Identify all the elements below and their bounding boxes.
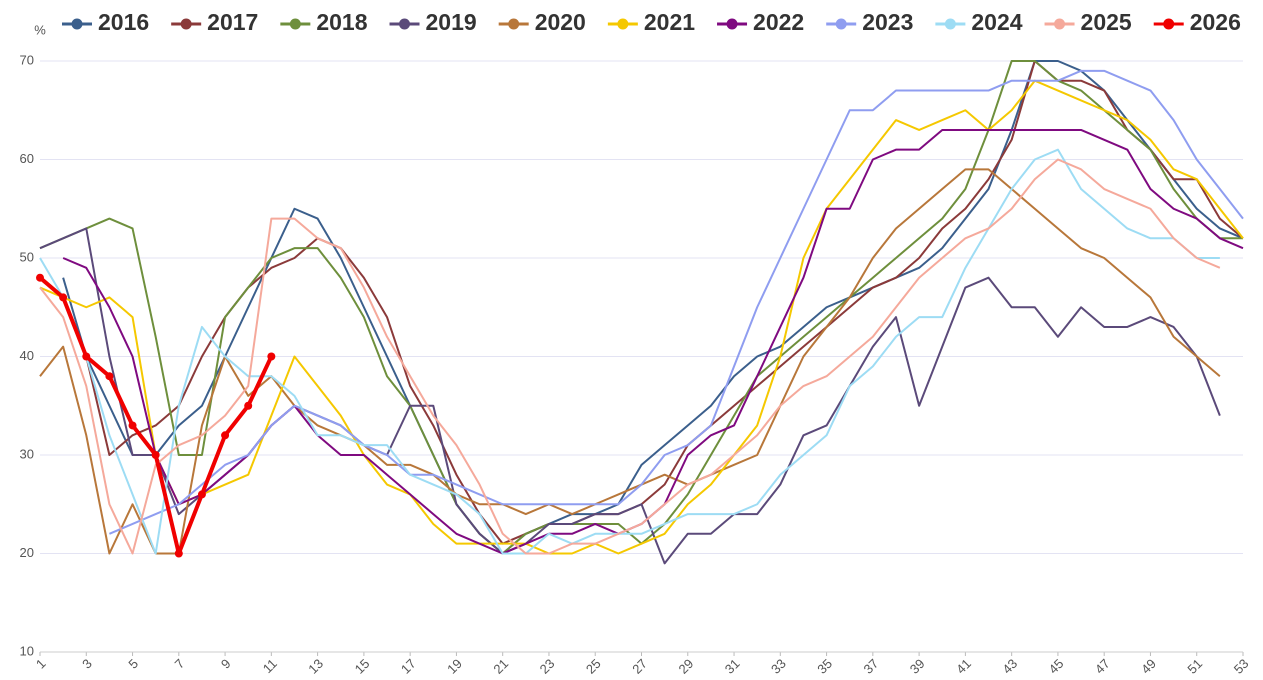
legend-label: 2023 bbox=[862, 9, 913, 35]
x-tick-label: 11 bbox=[260, 656, 280, 676]
point bbox=[105, 372, 114, 381]
legend-label: 2019 bbox=[426, 9, 477, 35]
series-line bbox=[39, 158, 1221, 555]
legend-label: 2022 bbox=[753, 9, 804, 35]
series-line bbox=[39, 227, 1221, 565]
y-tick-label: 20 bbox=[20, 545, 34, 560]
x-tick-label: 9 bbox=[218, 656, 234, 672]
x-tick-label: 31 bbox=[722, 656, 743, 677]
legend-marker bbox=[726, 18, 738, 30]
y-tick-label: 30 bbox=[20, 446, 34, 461]
point bbox=[82, 352, 91, 361]
x-tick-label: 47 bbox=[1092, 656, 1113, 677]
x-tick-label: 23 bbox=[537, 656, 558, 677]
point bbox=[267, 352, 276, 361]
legend-label: 2025 bbox=[1081, 9, 1132, 35]
legend-marker bbox=[71, 18, 83, 30]
point bbox=[59, 293, 68, 302]
point bbox=[197, 490, 206, 499]
x-tick-label: 51 bbox=[1184, 656, 1205, 677]
y-tick-label: 40 bbox=[20, 348, 34, 363]
series-line bbox=[39, 79, 1244, 555]
legend-marker bbox=[289, 18, 301, 30]
x-tick-label: 5 bbox=[125, 656, 141, 672]
point bbox=[151, 451, 160, 459]
y-unit: % bbox=[34, 22, 46, 37]
series-line bbox=[39, 168, 1221, 555]
legend-marker bbox=[508, 18, 520, 30]
point bbox=[128, 421, 137, 430]
legend-label: 2017 bbox=[207, 9, 258, 35]
point bbox=[36, 273, 44, 282]
x-tick-label: 45 bbox=[1046, 656, 1067, 677]
series-line bbox=[62, 128, 1244, 555]
legend-marker bbox=[1054, 18, 1066, 30]
y-tick-label: 50 bbox=[20, 249, 34, 264]
point bbox=[244, 401, 253, 410]
y-tick-label: 70 bbox=[20, 52, 34, 67]
legend-label: 2024 bbox=[971, 9, 1022, 35]
x-tick-label: 53 bbox=[1231, 656, 1252, 677]
x-tick-label: 1 bbox=[33, 656, 49, 672]
series-line bbox=[39, 148, 1220, 555]
legend-marker bbox=[617, 18, 629, 30]
x-tick-label: 37 bbox=[861, 656, 882, 677]
x-tick-label: 7 bbox=[172, 656, 188, 672]
legend-label: 2021 bbox=[644, 9, 695, 35]
legend-marker bbox=[944, 18, 956, 30]
series-line bbox=[62, 60, 1244, 555]
legend-label: 2020 bbox=[535, 9, 586, 35]
y-tick-label: 60 bbox=[20, 151, 34, 166]
point bbox=[221, 431, 230, 440]
legend-label: 2016 bbox=[98, 9, 149, 35]
x-tick-label: 49 bbox=[1138, 656, 1159, 677]
x-tick-label: 19 bbox=[444, 656, 465, 677]
x-tick-label: 29 bbox=[675, 656, 696, 677]
legend-marker bbox=[180, 18, 192, 30]
lines bbox=[36, 60, 1244, 565]
x-tick-label: 41 bbox=[953, 656, 974, 677]
x-tick-label: 39 bbox=[907, 656, 928, 677]
legend-label: 2026 bbox=[1190, 9, 1241, 35]
x-tick-label: 21 bbox=[490, 656, 511, 677]
legend-marker bbox=[399, 18, 411, 30]
x-tick-label: 3 bbox=[79, 656, 95, 672]
x-tick-label: 15 bbox=[352, 656, 373, 677]
x-tick-label: 17 bbox=[398, 656, 419, 677]
x-tick-label: 33 bbox=[768, 656, 789, 677]
x-tick-label: 27 bbox=[629, 656, 650, 677]
legend-marker bbox=[835, 18, 847, 30]
x-tick-label: 35 bbox=[814, 656, 835, 677]
legend-label: 2018 bbox=[316, 9, 367, 35]
series-line bbox=[109, 69, 1244, 535]
x-tick-label: 13 bbox=[305, 656, 326, 677]
x-tick-label: 43 bbox=[999, 656, 1020, 677]
legend-marker bbox=[1163, 18, 1175, 30]
x-tick-label: 25 bbox=[583, 656, 604, 677]
legend: 2016 2017 2018 2019 2020 2021 2022 2023 2024 2025… bbox=[62, 9, 1241, 35]
y-tick-label: 10 bbox=[20, 643, 34, 658]
point bbox=[174, 549, 183, 558]
